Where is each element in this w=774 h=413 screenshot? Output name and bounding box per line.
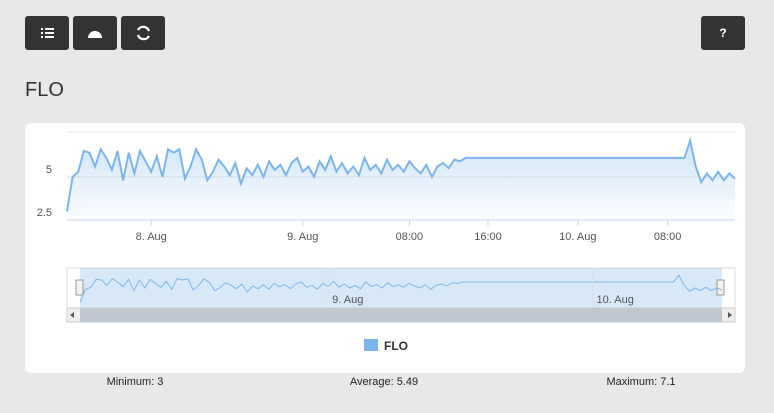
y-tick-label: 2.5 [37, 207, 52, 219]
line [66, 136, 736, 212]
navigator-handle[interactable] [75, 279, 84, 296]
navigator-line [79, 274, 723, 303]
x-tick-label: 8. Aug [136, 231, 167, 243]
scrollbar-thumb[interactable] [80, 308, 722, 322]
page-title: FLO [25, 79, 64, 101]
navigator [66, 267, 736, 323]
y-tick-label: 5 [46, 164, 52, 176]
help-button[interactable] [701, 16, 745, 50]
list-icon [41, 28, 54, 38]
area [67, 140, 735, 220]
x-tick-label: 9. Aug [287, 231, 318, 243]
legend-label[interactable]: FLO [384, 339, 408, 353]
toolbar: ? [25, 16, 745, 50]
stat-average: Average: 5.49 [350, 376, 418, 388]
stat-minimum: Minimum: 3 [107, 376, 164, 388]
gauge-icon [88, 31, 102, 38]
navigator-frame [66, 267, 736, 309]
navigator-label: 10. Aug [597, 294, 634, 306]
x-tick-label: 10. Aug [559, 231, 596, 243]
x-tick-label: 08:00 [396, 231, 424, 243]
x-tick-label: 16:00 [474, 231, 502, 243]
refresh-icon [136, 25, 151, 41]
stat-maximum: Maximum: 7.1 [606, 376, 675, 388]
help-label: ? [719, 26, 726, 40]
navigator-handle[interactable] [716, 279, 725, 296]
navigator-label: 9. Aug [332, 294, 363, 306]
x-tick-label: 08:00 [654, 231, 682, 243]
legend-symbol[interactable] [364, 339, 378, 351]
navigator-window [80, 268, 722, 308]
refresh-button[interactable] [121, 16, 165, 50]
